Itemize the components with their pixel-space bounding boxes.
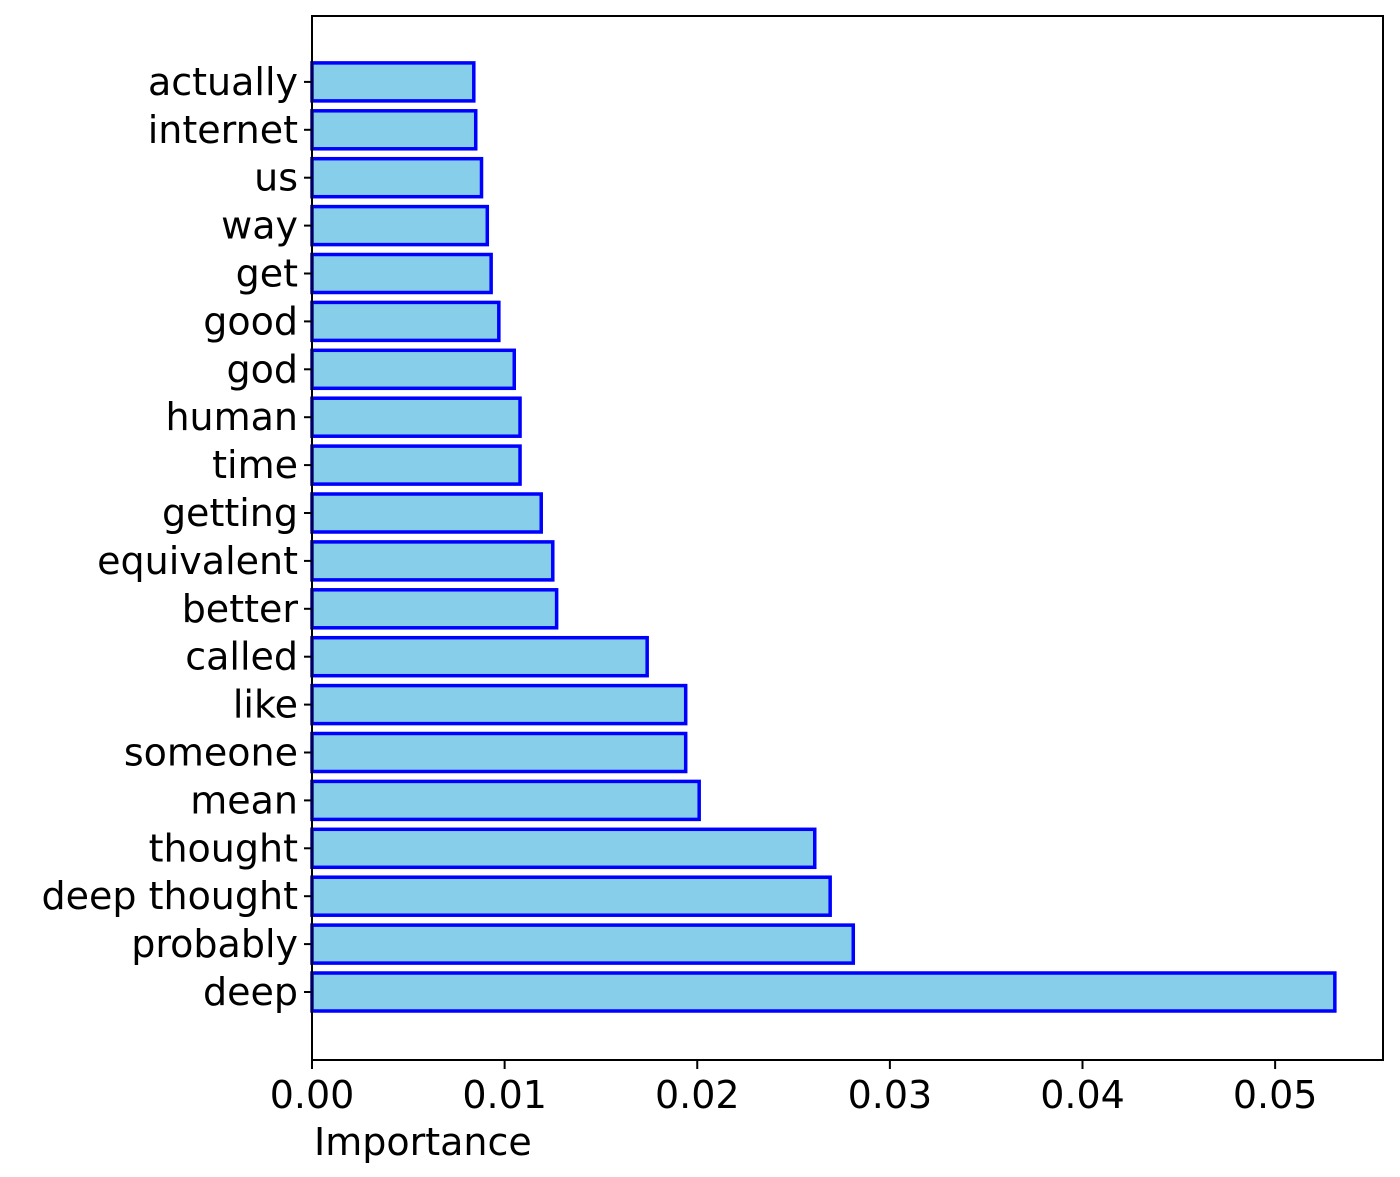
bar-way — [310, 204, 490, 247]
bar-actually — [310, 61, 476, 103]
bar-probably — [310, 923, 856, 965]
y-tick-label-getting: getting — [162, 491, 298, 535]
bar-internet — [310, 109, 478, 151]
y-tick-label-god: god — [227, 347, 299, 391]
bar-getting — [310, 492, 543, 534]
bars-layer — [310, 61, 1337, 1013]
y-tick-label-deep: deep — [203, 970, 298, 1014]
bar-thought — [310, 827, 817, 870]
y-tick-label-internet: internet — [148, 108, 298, 152]
bar-someone — [310, 731, 688, 774]
bar-deep-thought — [310, 875, 832, 917]
x-ticks: 0.00 0.01 0.02 0.03 0.04 0.05 — [270, 1060, 1318, 1117]
bar-deep — [310, 971, 1337, 1013]
x-tick-label: 0.00 — [270, 1073, 355, 1117]
y-tick-label-probably: probably — [131, 922, 298, 966]
x-tick-label: 0.02 — [655, 1073, 740, 1117]
y-tick-label-us: us — [254, 156, 298, 200]
y-tick-label-called: called — [185, 635, 298, 679]
bar-called — [310, 635, 649, 678]
y-tick-label-human: human — [165, 395, 298, 439]
bar-like — [310, 683, 688, 726]
bar-equivalent — [310, 540, 555, 582]
y-tick-label-deep-thought: deep thought — [42, 874, 299, 918]
x-tick-label: 0.05 — [1233, 1073, 1318, 1117]
y-tick-label-someone: someone — [124, 731, 298, 775]
bar-good — [310, 300, 501, 343]
y-tick-label-actually: actually — [148, 60, 298, 104]
y-tick-label-good: good — [203, 299, 298, 343]
y-tick-label-get: get — [236, 252, 298, 296]
plot-frame — [311, 15, 1384, 1061]
x-axis-title: Importance — [314, 1120, 532, 1164]
bar-us — [310, 156, 484, 199]
bar-better — [310, 588, 559, 630]
bar-god — [310, 348, 517, 391]
y-tick-label-way: way — [221, 204, 298, 248]
y-tick-label-time: time — [212, 443, 298, 487]
x-tick-label: 0.01 — [462, 1073, 547, 1117]
y-tick-label-mean: mean — [190, 778, 298, 822]
bar-get — [310, 252, 493, 295]
y-tick-label-thought: thought — [149, 826, 298, 870]
bar-time — [310, 444, 522, 486]
x-tick-label: 0.03 — [848, 1073, 933, 1117]
bar-mean — [310, 779, 701, 822]
y-tick-label-better: better — [182, 587, 299, 631]
bar-human — [310, 396, 522, 438]
y-tick-label-like: like — [233, 683, 298, 727]
x-tick-label: 0.04 — [1040, 1073, 1125, 1117]
y-tick-label-equivalent: equivalent — [97, 539, 298, 583]
